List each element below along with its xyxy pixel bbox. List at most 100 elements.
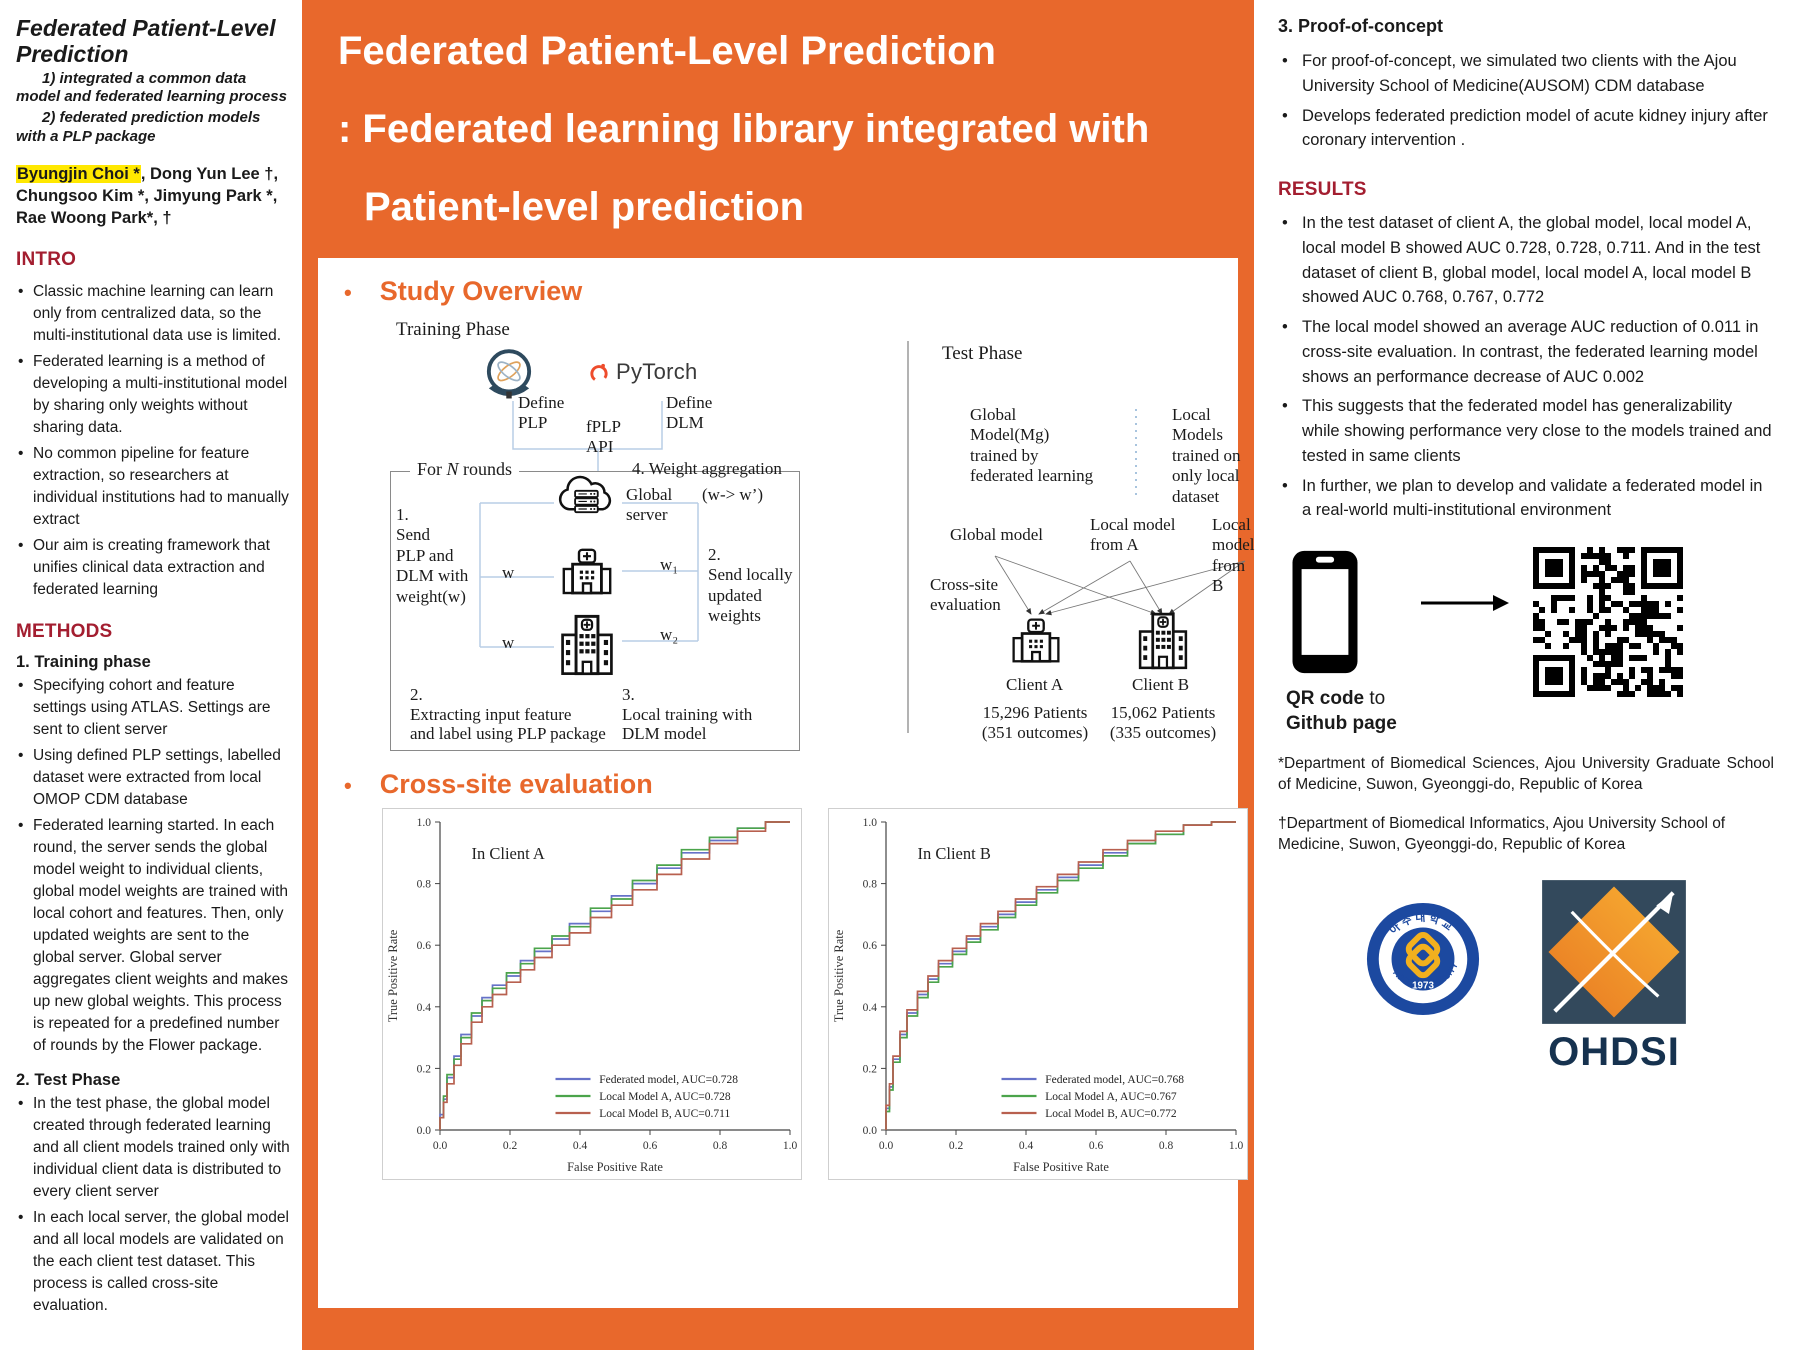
- intro-heading: INTRO: [16, 249, 77, 271]
- results-bullet: In the test dataset of client A, the glo…: [1278, 211, 1774, 310]
- ohdsi-logo-text: OHDSI: [1548, 1030, 1680, 1075]
- methods-bullet: Specifying cohort and feature settings u…: [16, 675, 292, 741]
- svg-text:0.2: 0.2: [949, 1140, 964, 1152]
- for-n-rounds-box: [390, 471, 800, 751]
- svg-text:0.4: 0.4: [417, 1002, 432, 1014]
- qr-code: [1532, 547, 1683, 697]
- svg-text:0.8: 0.8: [863, 879, 878, 891]
- svg-text:0.8: 0.8: [713, 1140, 728, 1152]
- step2-bottom-label: 2. Extracting input feature and label us…: [410, 685, 606, 744]
- step1-label: 1. Send PLP and DLM with weight(w): [396, 505, 469, 606]
- training-phase-label: Training Phase: [396, 319, 510, 340]
- svg-text:0.6: 0.6: [417, 940, 432, 952]
- subtitle-item-1: 1) integrated a common data model and fe…: [16, 69, 287, 106]
- ajou-university-logo: 아 주 대 학 교 AJOU UNIVERSITY 1973: [1366, 903, 1480, 1016]
- bullet-icon: •: [344, 280, 352, 305]
- svg-text:0.8: 0.8: [1159, 1140, 1174, 1152]
- methods-bullet: In the test phase, the global model crea…: [16, 1093, 292, 1203]
- banner-title-line3: Patient-level prediction: [364, 185, 805, 229]
- svg-text:Federated model, AUC=0.728: Federated model, AUC=0.728: [599, 1074, 738, 1086]
- authors-line1-rest: , Dong Yun Lee †,: [140, 164, 279, 183]
- affiliation-2: †Department of Biomedical Informatics, A…: [1278, 815, 1726, 854]
- define-dlm-label: Define DLM: [666, 393, 713, 433]
- ajou-logo-year: 1973: [1412, 981, 1434, 992]
- client-hospital-icon-2: [556, 613, 618, 677]
- global-model-mg-label: Global Model(Mg) trained by federated le…: [970, 405, 1094, 486]
- client-b-label: Client B: [1132, 675, 1190, 694]
- intro-bullet: Our aim is creating framework that unifi…: [16, 535, 292, 601]
- for-n-rounds-label: For N rounds: [410, 459, 520, 481]
- client-a-patients-label: 15,296 Patients (351 outcomes): [981, 703, 1089, 743]
- svg-text:Federated model, AUC=0.768: Federated model, AUC=0.768: [1045, 1074, 1184, 1086]
- svg-text:In Client B: In Client B: [918, 844, 991, 863]
- fplp-api-label: fPLP API: [586, 417, 621, 457]
- pytorch-logo-text: PyTorch: [616, 359, 698, 384]
- svg-text:0.6: 0.6: [863, 940, 878, 952]
- global-server-cloud-icon: [552, 469, 620, 521]
- define-plp-label: Define PLP: [518, 393, 565, 433]
- left-column: Federated Patient-Level Prediction 1) in…: [0, 0, 302, 1350]
- study-overview-heading: • Study Overview: [344, 276, 583, 306]
- arrow-right-icon: [1420, 595, 1509, 611]
- first-author-highlight: Byungjin Choi *: [16, 164, 141, 183]
- qr-section: QR code to Github page: [1286, 547, 1774, 736]
- center-panel: • Study Overview: [318, 258, 1255, 1308]
- subtitle-item-2: 2) federated prediction models with a PL…: [16, 109, 261, 145]
- study-overview-figure: Training Phase PyTorch Define PLP fPLP A…: [330, 313, 1255, 765]
- center-column: Federated Patient-Level Prediction : Fed…: [302, 0, 1255, 1350]
- svg-text:0.2: 0.2: [417, 1063, 432, 1075]
- proof-bullets: For proof-of-concept, we simulated two c…: [1278, 49, 1774, 153]
- svg-text:0.8: 0.8: [417, 879, 432, 891]
- ohdsi-logo: OHDSI: [1540, 878, 1688, 1075]
- banner: Federated Patient-Level Prediction : Fed…: [302, 0, 1254, 258]
- poster-subtitle: 1) integrated a common data model and fe…: [16, 70, 292, 147]
- results-bullets: In the test dataset of client A, the glo…: [1278, 211, 1774, 523]
- svg-text:Local Model A, AUC=0.767: Local Model A, AUC=0.767: [1045, 1091, 1177, 1103]
- authors: Byungjin Choi *, Dong Yun Lee †, Chungso…: [16, 163, 292, 230]
- methods-bullet: Using defined PLP settings, labelled dat…: [16, 745, 292, 811]
- proof-bullet: For proof-of-concept, we simulated two c…: [1278, 49, 1774, 99]
- methods-test-heading: 2. Test Phase: [16, 1071, 121, 1090]
- methods-heading: METHODS: [16, 621, 113, 643]
- svg-text:0.4: 0.4: [863, 1002, 878, 1014]
- svg-text:False Positive Rate: False Positive Rate: [1013, 1160, 1109, 1174]
- step2-right-label: 2. Send locally updated weights: [708, 545, 793, 626]
- logos-row: 아 주 대 학 교 AJOU UNIVERSITY 1973 OHDSI: [1278, 878, 1774, 1075]
- proof-bullet: Develops federated prediction model of a…: [1278, 104, 1774, 154]
- methods-test-bullets: In the test phase, the global model crea…: [16, 1093, 292, 1317]
- svg-text:Local Model A, AUC=0.728: Local Model A, AUC=0.728: [599, 1091, 731, 1103]
- svg-text:1.0: 1.0: [783, 1140, 798, 1152]
- proof-of-concept-heading: 3. Proof-of-concept: [1278, 16, 1443, 36]
- step4-label: 4. Weight aggregation: [632, 459, 782, 478]
- methods-bullet: Federated learning started. In each roun…: [16, 815, 292, 1057]
- svg-text:0.6: 0.6: [1089, 1140, 1104, 1152]
- svg-text:0.4: 0.4: [1019, 1140, 1034, 1152]
- weight-w-label-b: w: [502, 633, 515, 652]
- poster-title: Federated Patient-Level Prediction: [16, 15, 276, 67]
- intro-bullets: Classic machine learning can learn only …: [16, 281, 292, 601]
- roc-chart-client-b: 0.0 0.0 0.2 0.2 0.4 0.4 0.6 0.6 0.8 0.8 1.0 1.0 Fals…: [828, 808, 1248, 1180]
- client-a-label: Client A: [1006, 675, 1064, 694]
- results-heading: RESULTS: [1278, 179, 1367, 200]
- local-model-b-label: Local model from B: [1212, 515, 1255, 596]
- client-b-patients-label: 15,062 Patients (335 outcomes): [1109, 703, 1217, 743]
- smartphone-icon: [1292, 550, 1358, 674]
- svg-text:True Positive Rate: True Positive Rate: [832, 929, 846, 1022]
- svg-text:0.0: 0.0: [863, 1125, 878, 1137]
- results-bullet: In further, we plan to develop and valid…: [1278, 474, 1774, 524]
- intro-bullet: No common pipeline for feature extractio…: [16, 443, 292, 531]
- methods-training-heading: 1. Training phase: [16, 653, 151, 672]
- svg-text:1.0: 1.0: [1229, 1140, 1244, 1152]
- banner-title-line2: : Federated learning library integrated …: [338, 107, 1150, 151]
- svg-text:0.2: 0.2: [503, 1140, 518, 1152]
- svg-text:1.0: 1.0: [863, 817, 878, 829]
- authors-line3: Rae Woong Park*, †: [16, 209, 172, 228]
- methods-bullet: In each local server, the global model a…: [16, 1207, 292, 1317]
- client-hospital-icon-1: [558, 545, 616, 601]
- global-server-label: Global server: [626, 485, 673, 525]
- weight-w2-label: w₂: [660, 625, 679, 644]
- svg-text:0.2: 0.2: [863, 1063, 878, 1075]
- svg-text:Local Model B, AUC=0.772: Local Model B, AUC=0.772: [1045, 1108, 1177, 1120]
- client-b-hospital-icon: [1134, 611, 1192, 671]
